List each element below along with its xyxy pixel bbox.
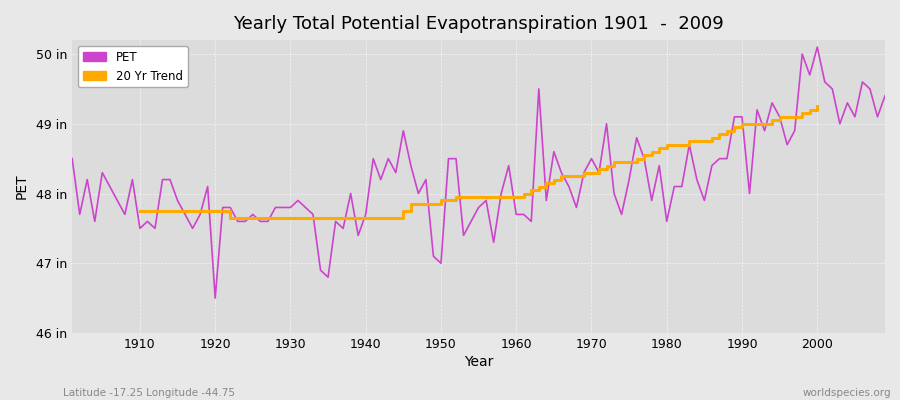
Y-axis label: PET: PET — [15, 174, 29, 199]
Text: Latitude -17.25 Longitude -44.75: Latitude -17.25 Longitude -44.75 — [63, 388, 235, 398]
Text: worldspecies.org: worldspecies.org — [803, 388, 891, 398]
X-axis label: Year: Year — [464, 355, 493, 369]
Legend: PET, 20 Yr Trend: PET, 20 Yr Trend — [78, 46, 187, 87]
Title: Yearly Total Potential Evapotranspiration 1901  -  2009: Yearly Total Potential Evapotranspiratio… — [233, 15, 724, 33]
